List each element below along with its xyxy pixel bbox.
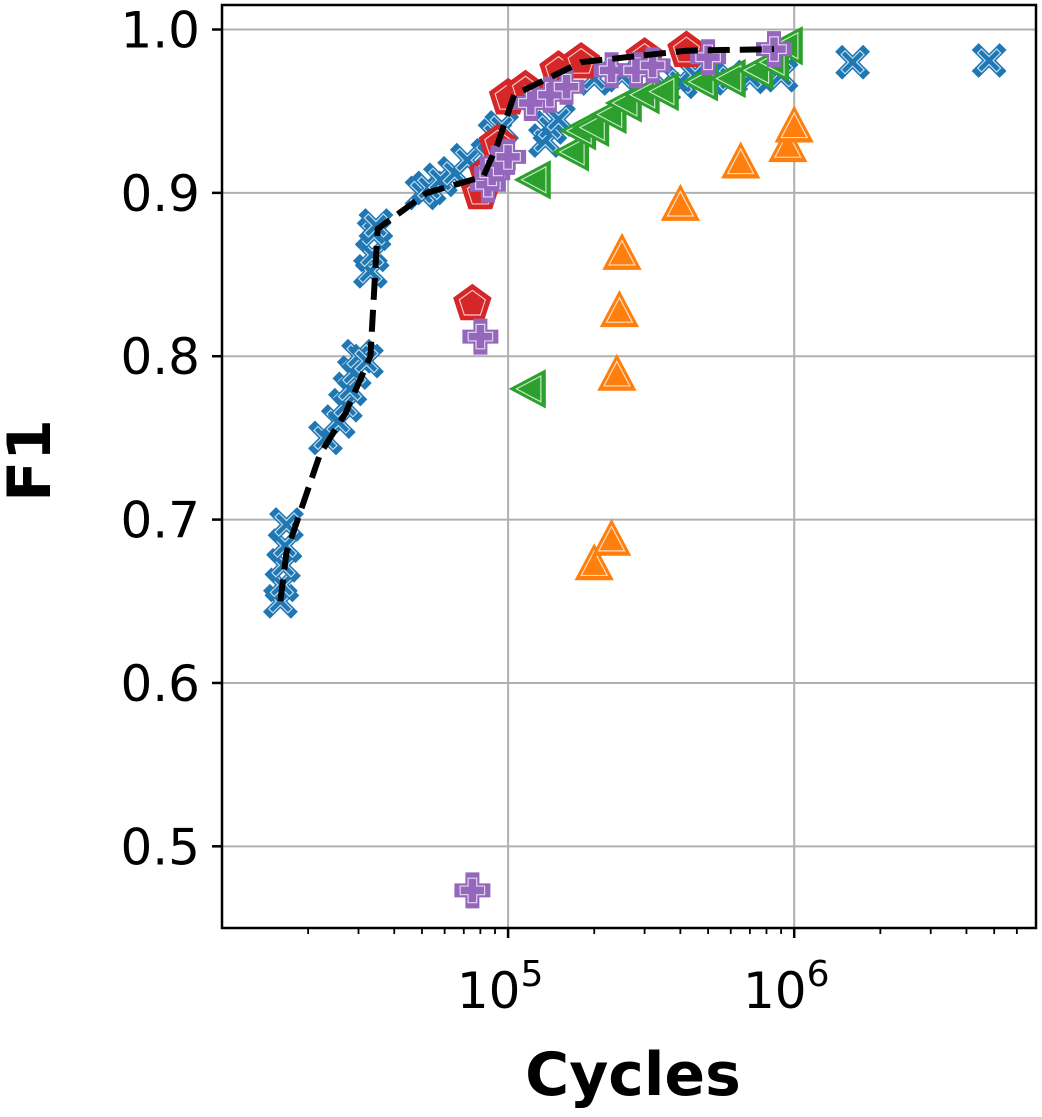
data-point-inner-edge: [459, 877, 486, 904]
data-point-inner-edge: [761, 36, 787, 62]
data-point-triangle-up: [591, 518, 632, 556]
data-point-inner-edge: [354, 348, 379, 374]
frontier-line-layer: [277, 46, 775, 602]
data-point-inner-edge: [672, 36, 701, 63]
data-point-x: [835, 44, 871, 80]
data-point-inner-edge: [639, 52, 666, 79]
data-point-triangle-left: [551, 132, 589, 172]
data-point-plus: [634, 47, 671, 84]
data-point-inner-edge: [666, 190, 695, 217]
data-point-inner-edge: [687, 67, 714, 96]
data-point-plus: [548, 68, 585, 105]
data-point-inner-edge: [976, 48, 1002, 73]
data-point-inner-edge: [553, 73, 580, 100]
data-point-triangle-up: [599, 289, 640, 328]
data-point-inner-edge: [605, 296, 634, 323]
data-point-triangle-up: [768, 124, 808, 163]
data-point-inner-edge: [567, 47, 595, 74]
x-axis-title: Cycles: [525, 1040, 741, 1110]
y-tick-label: 0.9: [120, 165, 200, 223]
data-point-triangle-up: [574, 543, 614, 581]
data-point-inner-edge: [602, 360, 631, 387]
data-point-triangle-up: [721, 141, 761, 179]
data-point-x: [971, 43, 1007, 78]
data-point-inner-edge: [780, 111, 809, 139]
data-point-triangle-left: [641, 71, 679, 112]
data-point-inner-edge: [363, 213, 389, 238]
data-points-layer: [262, 26, 1007, 909]
y-tick-label: 0.5: [120, 818, 200, 876]
data-point-inner-edge: [458, 289, 487, 316]
data-point-inner-edge: [715, 64, 742, 93]
y-tick-label: 0.6: [120, 655, 200, 713]
y-tick-label: 1.0: [120, 2, 200, 60]
data-point-triangle-left: [508, 369, 546, 409]
data-point-inner-edge: [515, 374, 542, 403]
data-point-inner-edge: [580, 549, 609, 576]
data-point-plus: [490, 138, 527, 175]
data-point-inner-edge: [595, 100, 623, 129]
y-tick-label: 0.8: [120, 328, 200, 386]
frontier-dashed-line: [277, 46, 775, 602]
data-point-inner-edge: [840, 49, 865, 75]
data-point-plus: [593, 52, 630, 89]
data-point-triangle-up: [774, 105, 814, 143]
x-axis-ticks: 105 106: [307, 928, 1018, 1020]
data-point-inner-edge: [773, 131, 802, 158]
data-point-inner-edge: [578, 113, 605, 142]
series-triangle-up-markers: [574, 105, 814, 581]
data-point-triangle-left: [708, 58, 746, 99]
data-point-inner-edge: [467, 323, 494, 350]
x-tick-label: 106: [743, 954, 830, 1020]
series-x-markers: [262, 43, 1007, 619]
data-point-triangle-up: [597, 353, 637, 391]
data-point-plus: [462, 318, 499, 355]
plot-frame: [220, 3, 1038, 930]
data-point-triangle-up: [660, 183, 701, 221]
data-point-inner-edge: [648, 77, 675, 106]
data-point-inner-edge: [598, 57, 625, 84]
y-axis-ticks: 0.5 0.6 0.7 0.8 0.9 1.0: [120, 2, 222, 876]
data-point-inner-edge: [726, 147, 755, 175]
y-tick-label: 0.7: [120, 492, 200, 550]
x-tick-label: 105: [457, 954, 544, 1020]
data-point-triangle-left: [513, 160, 551, 200]
data-point-inner-edge: [597, 525, 626, 552]
data-point-x: [358, 208, 394, 243]
y-axis-title: F1: [0, 419, 65, 502]
data-point-inner-edge: [608, 239, 636, 266]
data-point-plus: [454, 872, 491, 909]
grid: [222, 5, 1036, 928]
data-point-inner-edge: [558, 138, 585, 166]
data-point-inner-edge: [495, 144, 521, 170]
data-point-inner-edge: [611, 89, 638, 117]
data-point-triangle-up: [602, 232, 642, 270]
data-point-inner-edge: [520, 165, 547, 194]
